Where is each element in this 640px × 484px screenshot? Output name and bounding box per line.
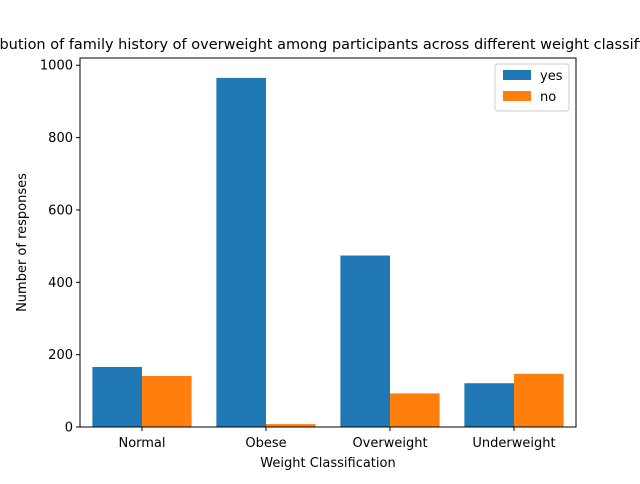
- y-tick-label: 400: [48, 276, 73, 291]
- bar-no-obese: [266, 424, 316, 427]
- legend: yes no: [494, 63, 570, 112]
- legend-swatch-no: [503, 91, 531, 101]
- x-axis-label: Weight Classification: [260, 456, 395, 471]
- bar-yes-overweight: [340, 255, 390, 427]
- y-axis-label: Number of responses: [15, 173, 30, 312]
- bars-group: [92, 77, 564, 427]
- x-tick-label: Underweight: [472, 436, 555, 451]
- y-tick-label: 800: [48, 131, 73, 146]
- axes-frame: [79, 57, 577, 428]
- chart-title: Distribution of family history of overwe…: [0, 37, 640, 53]
- bar-yes-underweight: [464, 383, 514, 427]
- y-tick-label: 200: [48, 348, 73, 363]
- y-tick-label: 1000: [40, 59, 73, 74]
- y-tick-label: 600: [48, 203, 73, 218]
- bar-no-overweight: [390, 393, 440, 427]
- legend-label-yes: yes: [540, 69, 563, 84]
- bar-no-normal: [142, 375, 192, 427]
- bar-yes-normal: [92, 366, 142, 427]
- bar-yes-obese: [216, 77, 266, 427]
- x-tick-label: Overweight: [352, 436, 427, 451]
- x-tick-label: Obese: [245, 436, 286, 451]
- x-tick-label: Normal: [118, 436, 165, 451]
- legend-label-no: no: [540, 90, 556, 105]
- bar-no-underweight: [514, 373, 564, 427]
- y-tick-label: 0: [65, 421, 73, 436]
- axes-group: 0 200 400 600 800 1000 Normal Obese Overweight Un…: [40, 57, 577, 451]
- legend-swatch-yes: [503, 70, 531, 80]
